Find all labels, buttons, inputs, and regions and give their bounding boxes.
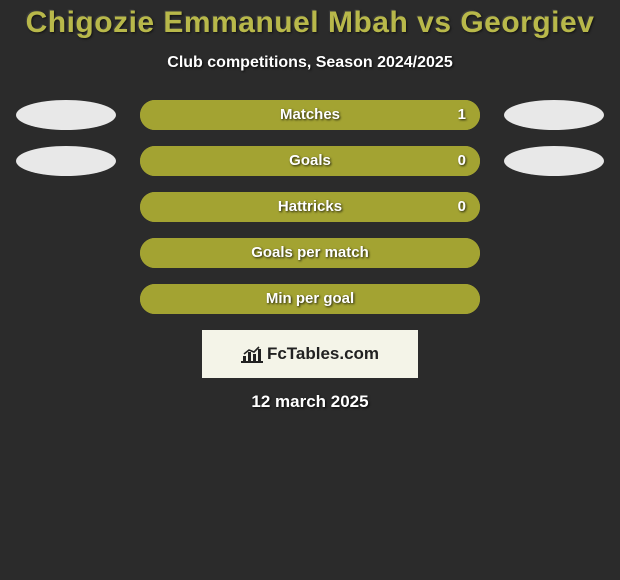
- stat-label: Hattricks: [140, 192, 480, 222]
- player-left-marker: [16, 100, 116, 130]
- logo-label: FcTables.com: [267, 344, 379, 364]
- stat-label: Goals per match: [140, 238, 480, 268]
- stat-bar: Matches1: [140, 100, 480, 130]
- subtitle: Club competitions, Season 2024/2025: [0, 54, 620, 72]
- player-right-marker: [504, 100, 604, 130]
- stat-label: Matches: [140, 100, 480, 130]
- player-left-marker: [16, 146, 116, 176]
- stat-row: Min per goal: [0, 284, 620, 314]
- stat-row: Goals0: [0, 146, 620, 176]
- stat-value: 1: [458, 100, 466, 130]
- stat-label: Goals: [140, 146, 480, 176]
- logo-text: FcTables.com: [241, 344, 379, 364]
- stats-list: Matches1Goals0Hattricks0Goals per matchM…: [0, 100, 620, 314]
- stat-bar: Min per goal: [140, 284, 480, 314]
- stat-row: Goals per match: [0, 238, 620, 268]
- stat-row: Matches1: [0, 100, 620, 130]
- stat-bar: Goals0: [140, 146, 480, 176]
- stat-value: 0: [458, 146, 466, 176]
- player-right-marker: [504, 146, 604, 176]
- stat-value: 0: [458, 192, 466, 222]
- chart-icon: [241, 345, 263, 363]
- source-logo[interactable]: FcTables.com: [202, 330, 418, 378]
- comparison-card: Chigozie Emmanuel Mbah vs Georgiev Club …: [0, 0, 620, 412]
- stat-row: Hattricks0: [0, 192, 620, 222]
- date-label: 12 march 2025: [0, 392, 620, 412]
- stat-label: Min per goal: [140, 284, 480, 314]
- stat-bar: Goals per match: [140, 238, 480, 268]
- stat-bar: Hattricks0: [140, 192, 480, 222]
- page-title: Chigozie Emmanuel Mbah vs Georgiev: [0, 6, 620, 40]
